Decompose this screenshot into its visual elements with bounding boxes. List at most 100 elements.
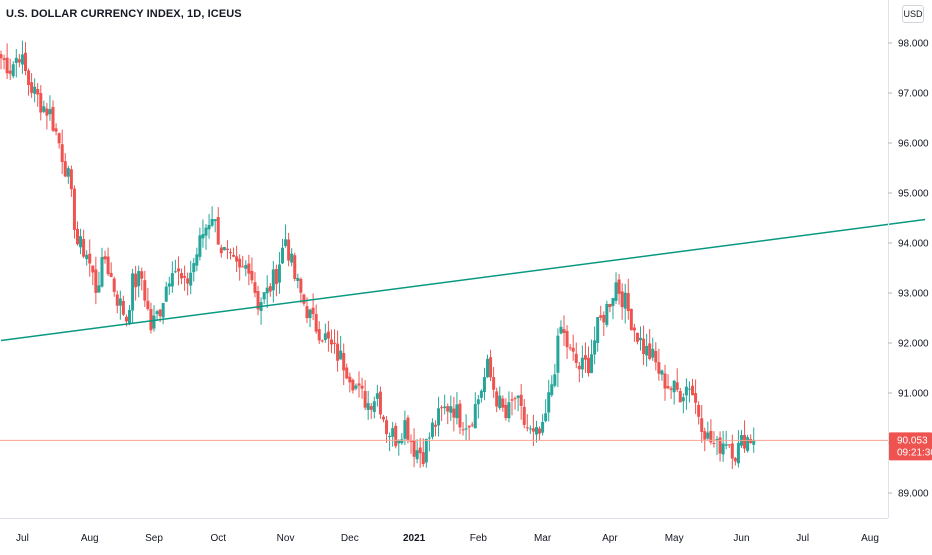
candle (498, 386, 502, 411)
candle (590, 339, 594, 374)
candle (580, 345, 584, 378)
candle-body (293, 255, 297, 279)
candle-body (452, 408, 456, 418)
candle (452, 396, 456, 432)
candle (17, 53, 21, 68)
candle-body (669, 388, 673, 390)
candle-body (5, 57, 9, 74)
candle (556, 328, 560, 388)
candle-body (424, 438, 428, 463)
candle (305, 297, 309, 324)
candle (544, 399, 548, 423)
candle (516, 394, 520, 412)
candle (293, 252, 297, 282)
candle-body (369, 406, 373, 410)
candle-body (525, 427, 529, 429)
candle (430, 418, 434, 440)
candle (363, 380, 367, 411)
candle (100, 247, 104, 288)
candle-body (287, 239, 291, 261)
candle (244, 260, 248, 277)
candle (669, 386, 673, 399)
candle (486, 354, 490, 378)
candle (235, 245, 239, 272)
candle-body (421, 452, 425, 465)
candle-body (131, 273, 135, 311)
candle (608, 303, 612, 313)
candle-body (663, 373, 667, 389)
candle-body (57, 133, 61, 144)
candle (458, 399, 462, 435)
candle (534, 420, 538, 443)
candle-body (235, 256, 239, 262)
candle (143, 270, 147, 308)
candle-body (225, 248, 229, 250)
candle-body (406, 417, 410, 441)
candle-body (20, 54, 24, 65)
candle-body (620, 291, 624, 308)
candle (210, 206, 214, 228)
candle-body (253, 282, 257, 293)
candle-body (691, 385, 695, 396)
currency-button[interactable]: USD (902, 5, 924, 23)
candle (403, 410, 407, 446)
trendline[interactable] (0, 218, 926, 342)
candle-body (305, 306, 309, 319)
candle (284, 224, 288, 248)
candle-body (173, 271, 177, 273)
candle (626, 278, 630, 320)
candle-body (553, 374, 557, 386)
candle (550, 375, 554, 398)
candle (440, 405, 444, 421)
candle-body (198, 235, 202, 257)
candle-body (195, 254, 199, 266)
candle (489, 349, 493, 381)
candle-body (97, 285, 101, 293)
candle (639, 326, 643, 351)
candle-body (320, 340, 324, 342)
candle (559, 320, 563, 335)
candle (421, 438, 425, 467)
candle-body (415, 450, 419, 460)
y-tick-label: 97.000 (898, 89, 929, 100)
candle-body (651, 348, 655, 358)
chart-title: U.S. DOLLAR CURRENCY INDEX, 1D, ICEUS (6, 8, 242, 20)
candle-body (706, 432, 710, 439)
candle (495, 387, 499, 413)
candle (262, 292, 266, 305)
candle (424, 438, 428, 468)
candle (394, 422, 398, 449)
candle-body (238, 258, 242, 268)
candle-body (265, 287, 269, 294)
candle (69, 165, 73, 197)
candle-body (262, 292, 266, 300)
candle-body (268, 286, 272, 292)
candle (219, 244, 223, 258)
candle (654, 342, 658, 371)
candle (482, 367, 486, 401)
candle-body (112, 278, 116, 292)
candle (663, 364, 667, 401)
candle (75, 221, 79, 246)
candle-body (388, 435, 392, 438)
candle (186, 272, 190, 296)
candle (14, 49, 18, 78)
candle-body (516, 395, 520, 398)
candle-body (568, 347, 572, 349)
candle (351, 378, 355, 394)
candle (308, 308, 312, 328)
candle (507, 391, 511, 423)
candle-body (437, 408, 441, 426)
candle-body (464, 428, 468, 430)
candle (400, 432, 404, 445)
candle-body (82, 239, 86, 257)
candle (525, 414, 529, 432)
candle-body (311, 307, 315, 315)
candle-body (492, 377, 496, 390)
candle (375, 384, 379, 407)
candle-body (8, 70, 12, 74)
candle-body (678, 391, 682, 403)
candle (198, 227, 202, 261)
